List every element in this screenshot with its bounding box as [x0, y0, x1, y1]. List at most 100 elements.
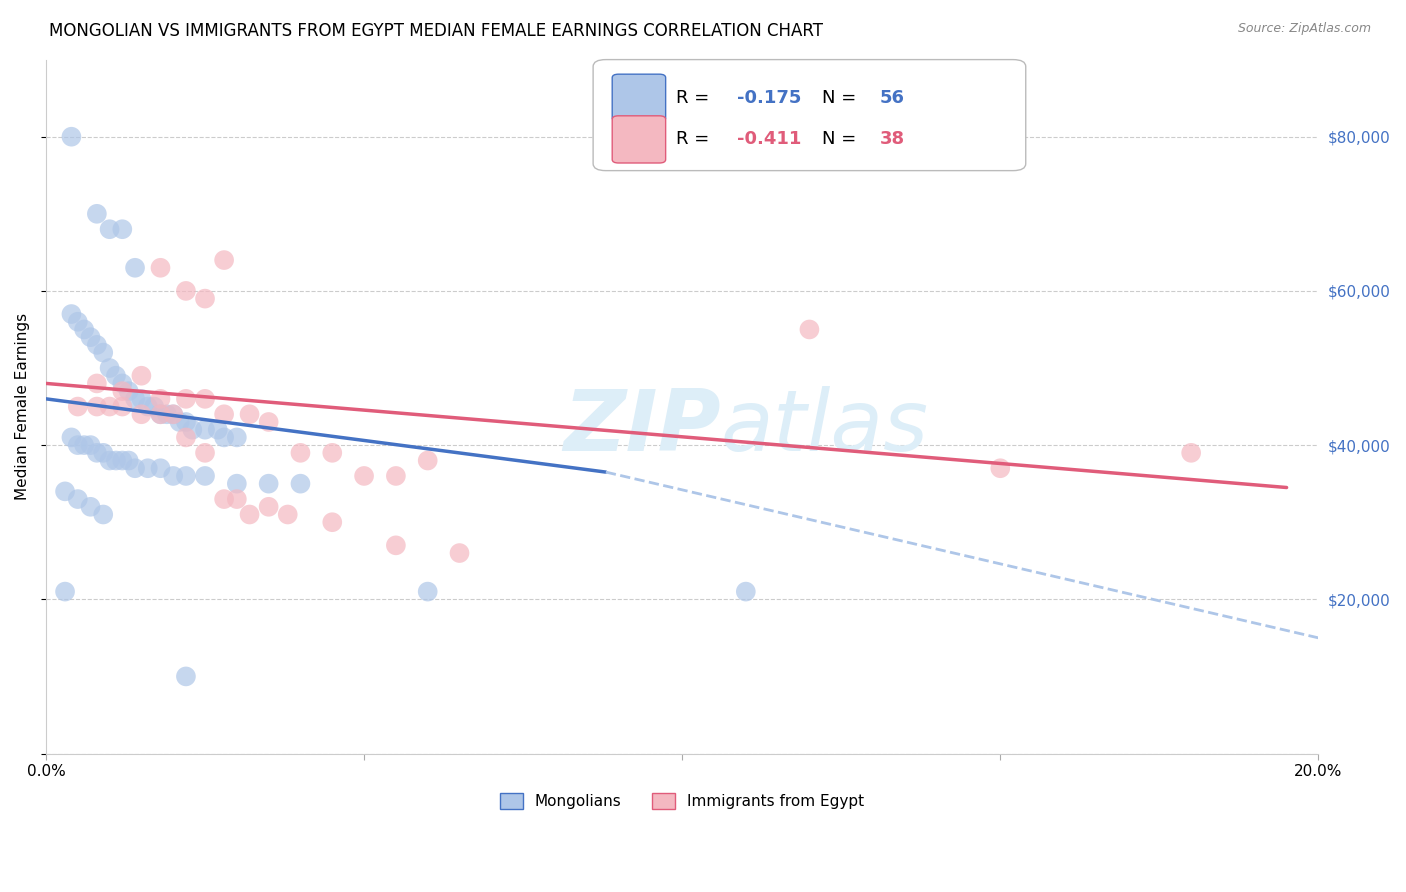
Point: [86, 338, 108, 352]
Point: [207, 423, 229, 437]
Point: [91, 345, 114, 359]
Point: [149, 461, 172, 475]
Point: [225, 492, 247, 507]
Point: [162, 469, 184, 483]
Text: ZIP: ZIP: [562, 386, 720, 469]
Point: [60, 430, 83, 444]
Point: [257, 500, 280, 514]
Point: [131, 368, 153, 383]
Point: [143, 400, 166, 414]
Point: [290, 446, 312, 460]
Point: [131, 392, 153, 406]
Point: [212, 492, 235, 507]
Point: [111, 376, 134, 391]
Point: [225, 430, 247, 444]
Point: [194, 423, 217, 437]
Text: Source: ZipAtlas.com: Source: ZipAtlas.com: [1237, 22, 1371, 36]
Point: [104, 368, 127, 383]
Point: [174, 392, 197, 406]
Point: [111, 400, 134, 414]
Point: [73, 322, 96, 336]
Point: [194, 292, 217, 306]
Point: [124, 392, 146, 406]
Point: [86, 446, 108, 460]
Point: [290, 476, 312, 491]
Point: [111, 384, 134, 398]
Point: [98, 222, 121, 236]
Point: [257, 476, 280, 491]
Point: [174, 430, 197, 444]
Point: [111, 222, 134, 236]
Text: N =: N =: [823, 89, 862, 107]
Point: [174, 669, 197, 683]
Point: [149, 407, 172, 421]
Point: [73, 438, 96, 452]
Point: [734, 584, 756, 599]
Point: [66, 315, 89, 329]
Point: [225, 476, 247, 491]
Point: [162, 407, 184, 421]
Point: [79, 438, 101, 452]
Point: [136, 461, 159, 475]
Point: [212, 407, 235, 421]
Point: [53, 484, 76, 499]
Point: [98, 400, 121, 414]
Point: [321, 446, 343, 460]
Text: 38: 38: [879, 130, 904, 148]
Point: [131, 407, 153, 421]
Point: [212, 430, 235, 444]
Text: -0.175: -0.175: [737, 89, 801, 107]
Point: [799, 322, 821, 336]
Text: 56: 56: [879, 89, 904, 107]
Point: [66, 492, 89, 507]
Point: [149, 260, 172, 275]
Text: R =: R =: [676, 130, 714, 148]
Point: [212, 253, 235, 268]
Point: [86, 207, 108, 221]
Point: [353, 469, 375, 483]
FancyBboxPatch shape: [593, 60, 1026, 170]
Point: [162, 407, 184, 421]
Text: atlas: atlas: [720, 386, 928, 469]
Point: [321, 515, 343, 529]
Point: [98, 453, 121, 467]
Point: [86, 400, 108, 414]
Point: [60, 307, 83, 321]
Point: [1180, 446, 1202, 460]
Point: [111, 453, 134, 467]
Point: [449, 546, 471, 560]
Point: [149, 392, 172, 406]
Point: [66, 400, 89, 414]
Point: [238, 508, 260, 522]
Point: [385, 469, 408, 483]
Point: [79, 500, 101, 514]
FancyBboxPatch shape: [612, 116, 665, 163]
Point: [174, 284, 197, 298]
Point: [194, 469, 217, 483]
Point: [194, 446, 217, 460]
Legend: Mongolians, Immigrants from Egypt: Mongolians, Immigrants from Egypt: [494, 787, 870, 815]
Point: [174, 469, 197, 483]
Point: [91, 446, 114, 460]
Point: [86, 376, 108, 391]
Point: [124, 260, 146, 275]
Point: [194, 392, 217, 406]
FancyBboxPatch shape: [612, 74, 665, 121]
Point: [136, 400, 159, 414]
Point: [988, 461, 1011, 475]
Point: [277, 508, 299, 522]
Point: [118, 453, 141, 467]
Point: [257, 415, 280, 429]
Point: [416, 584, 439, 599]
Text: -0.411: -0.411: [737, 130, 801, 148]
Point: [174, 415, 197, 429]
Point: [238, 407, 260, 421]
Point: [98, 361, 121, 376]
Text: R =: R =: [676, 89, 714, 107]
Point: [181, 423, 204, 437]
Point: [91, 508, 114, 522]
Point: [104, 453, 127, 467]
Point: [156, 407, 179, 421]
Point: [385, 538, 408, 552]
Text: MONGOLIAN VS IMMIGRANTS FROM EGYPT MEDIAN FEMALE EARNINGS CORRELATION CHART: MONGOLIAN VS IMMIGRANTS FROM EGYPT MEDIA…: [49, 22, 823, 40]
